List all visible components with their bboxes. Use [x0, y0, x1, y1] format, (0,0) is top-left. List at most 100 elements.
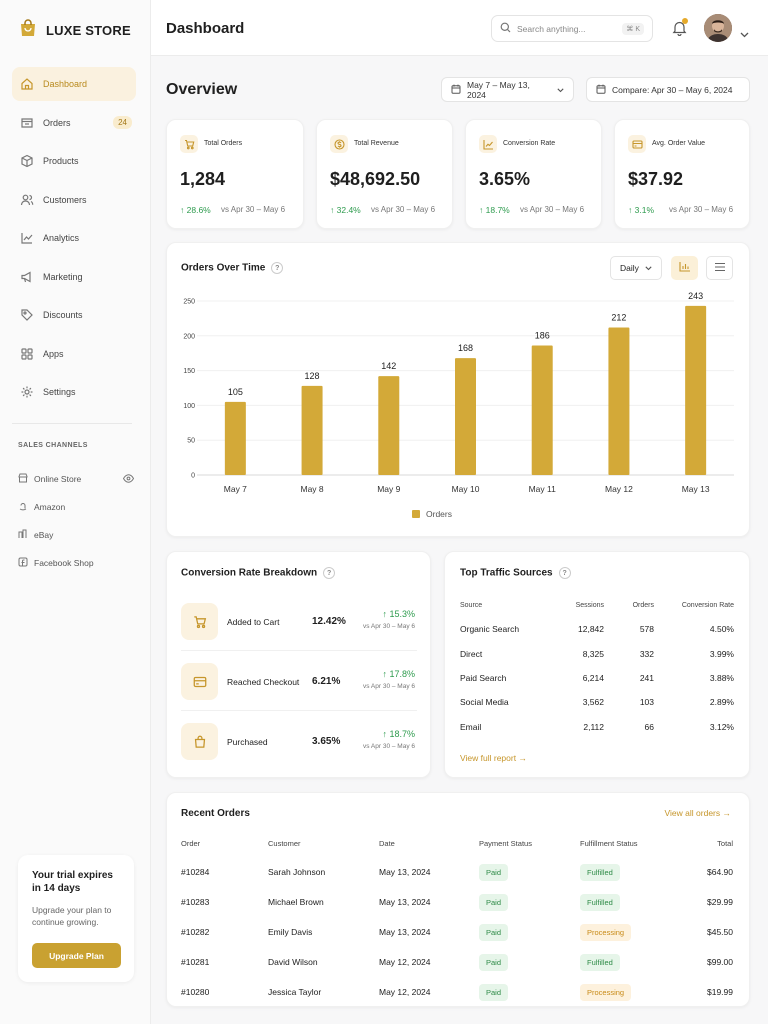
compare-range-label: Compare: Apr 30 – May 6, 2024: [612, 84, 733, 95]
date-range-picker[interactable]: May 7 – May 13, 2024: [441, 77, 574, 102]
kpi-label: Conversion Rate: [503, 140, 556, 147]
view-all-orders-link[interactable]: View all orders →: [664, 808, 731, 818]
order-id[interactable]: #10280: [181, 987, 210, 997]
compare-range-picker[interactable]: Compare: Apr 30 – May 6, 2024: [586, 77, 750, 102]
table-row[interactable]: Paid Search 6,214 241 3.88%: [460, 666, 734, 690]
cell: 3.12%: [709, 721, 734, 732]
conversion-row-purchased: Purchased 3.65% ↑ 18.7% vs Apr 30 – May …: [181, 721, 417, 761]
notification-bell-icon[interactable]: [672, 18, 688, 41]
channel-online-store[interactable]: Online Store: [18, 465, 135, 493]
channel-ebay[interactable]: eBay: [18, 521, 134, 549]
channel-amazon[interactable]: Amazon: [18, 493, 134, 521]
help-icon[interactable]: ?: [558, 567, 571, 579]
trial-subtitle: Upgrade your plan to continue growing.: [32, 905, 112, 927]
brand[interactable]: LUXE STORE: [18, 18, 131, 43]
kpi-compare: vs Apr 30 – May 6: [371, 205, 436, 214]
nav-item-analytics[interactable]: Analytics: [12, 221, 136, 255]
card-icon: [181, 663, 218, 700]
kpi-delta: ↑ 32.4%: [330, 205, 361, 215]
calendar-icon: [596, 84, 606, 96]
help-icon[interactable]: ?: [323, 567, 336, 579]
nav-item-dashboard[interactable]: Dashboard: [12, 67, 136, 101]
nav-label: Dashboard: [43, 79, 88, 89]
kpi-card-avg-order-value: Avg. Order Value $37.92 ↑ 3.1% vs Apr 30…: [614, 119, 750, 229]
eye-icon[interactable]: [122, 474, 135, 485]
sales-channels-title: SALES CHANNELS: [18, 442, 88, 449]
facebook-icon: [18, 557, 28, 569]
order-date: May 13, 2024: [379, 867, 431, 877]
table-row[interactable]: #10282 Emily Davis May 13, 2024 Paid Pro…: [181, 917, 733, 947]
table-row[interactable]: #10283 Michael Brown May 13, 2024 Paid F…: [181, 887, 733, 917]
payment-status-badge: Paid: [479, 983, 509, 1001]
nav-item-customers[interactable]: Customers: [12, 183, 136, 217]
kpi-value: 3.65%: [479, 169, 531, 189]
nav-item-discounts[interactable]: Discounts: [12, 298, 136, 332]
bar-value-label: 186: [535, 331, 550, 341]
avatar[interactable]: [704, 14, 732, 42]
table-row[interactable]: Social Media 3,562 103 2.89%: [460, 690, 734, 714]
store-icon: [18, 473, 28, 485]
kpi-delta: ↑ 3.1%: [628, 205, 654, 215]
trend-icon: [479, 135, 497, 153]
conversion-label: Reached Checkout: [227, 677, 300, 687]
granularity-select[interactable]: Daily: [610, 256, 662, 280]
order-total: $19.99: [707, 987, 733, 997]
nav-item-settings[interactable]: Settings: [12, 375, 136, 409]
bar-value-label: 212: [611, 312, 626, 322]
cell: Email: [460, 721, 482, 732]
nav-item-marketing[interactable]: Marketing: [12, 260, 136, 294]
cell: 8,325: [582, 648, 604, 659]
search-icon: [500, 22, 511, 35]
cell: 332: [639, 648, 654, 659]
payment-status-badge: Paid: [479, 863, 509, 881]
table-header-row: Source Sessions Orders Conversion Rate: [460, 593, 734, 617]
order-id[interactable]: #10284: [181, 867, 210, 877]
cell: 2.89%: [709, 697, 734, 708]
table-row[interactable]: #10284 Sarah Johnson May 13, 2024 Paid F…: [181, 857, 733, 887]
chevron-down-icon[interactable]: [740, 25, 749, 43]
column-header: Fulfillment Status: [580, 838, 638, 848]
traffic-title: Top Traffic Sources?: [460, 567, 571, 579]
nav-item-products[interactable]: Products: [12, 144, 136, 178]
table-row[interactable]: Direct 8,325 332 3.99%: [460, 641, 734, 665]
list-view-button[interactable]: [706, 256, 733, 280]
fulfillment-status-badge: Fulfilled: [580, 953, 620, 971]
conversion-title: Conversion Rate Breakdown?: [181, 567, 336, 579]
cell: 241: [639, 672, 654, 683]
order-id[interactable]: #10283: [181, 897, 210, 907]
nav-label: Marketing: [43, 271, 83, 282]
column-header: Sessions: [575, 601, 604, 609]
conversion-label: Purchased: [227, 737, 268, 747]
cart-icon: [181, 603, 218, 640]
order-id[interactable]: #10281: [181, 957, 210, 967]
x-tick-label: May 11: [529, 484, 557, 494]
bar: [608, 327, 630, 475]
tag-icon: [19, 308, 34, 323]
table-row[interactable]: Email 2,112 66 3.12%: [460, 715, 734, 739]
column-header: Orders: [632, 601, 654, 609]
table-row[interactable]: #10280 Jessica Taylor May 12, 2024 Paid …: [181, 977, 733, 1007]
nav-item-orders[interactable]: Orders 24: [12, 106, 136, 140]
nav-label: Orders: [43, 117, 71, 128]
legend-label: Orders: [426, 509, 452, 519]
kpi-delta: ↑ 28.6%: [180, 205, 211, 215]
cell: Paid Search: [460, 672, 507, 683]
bar-chart-view-button[interactable]: [671, 256, 698, 280]
view-full-report-link[interactable]: View full report →: [460, 753, 527, 763]
search-input[interactable]: Search anything... ⌘ K: [491, 15, 653, 42]
upgrade-plan-button[interactable]: Upgrade Plan: [32, 943, 121, 968]
payment-status-badge: Paid: [479, 923, 509, 941]
nav-item-apps[interactable]: Apps: [12, 337, 136, 371]
bar-value-label: 105: [228, 387, 243, 397]
table-row[interactable]: Organic Search 12,842 578 4.50%: [460, 617, 734, 641]
y-tick-label: 250: [183, 299, 195, 306]
channel-facebook-shop[interactable]: Facebook Shop: [18, 549, 134, 577]
legend-swatch: [412, 510, 420, 518]
table-row[interactable]: #10281 David Wilson May 12, 2024 Paid Fu…: [181, 947, 733, 977]
order-id[interactable]: #10282: [181, 927, 210, 937]
grid-icon: [19, 346, 34, 361]
kpi-value: $48,692.50: [330, 169, 421, 189]
kpi-value: 1,284: [180, 169, 226, 189]
chevron-down-icon: [557, 85, 564, 95]
help-icon[interactable]: ?: [271, 262, 284, 274]
